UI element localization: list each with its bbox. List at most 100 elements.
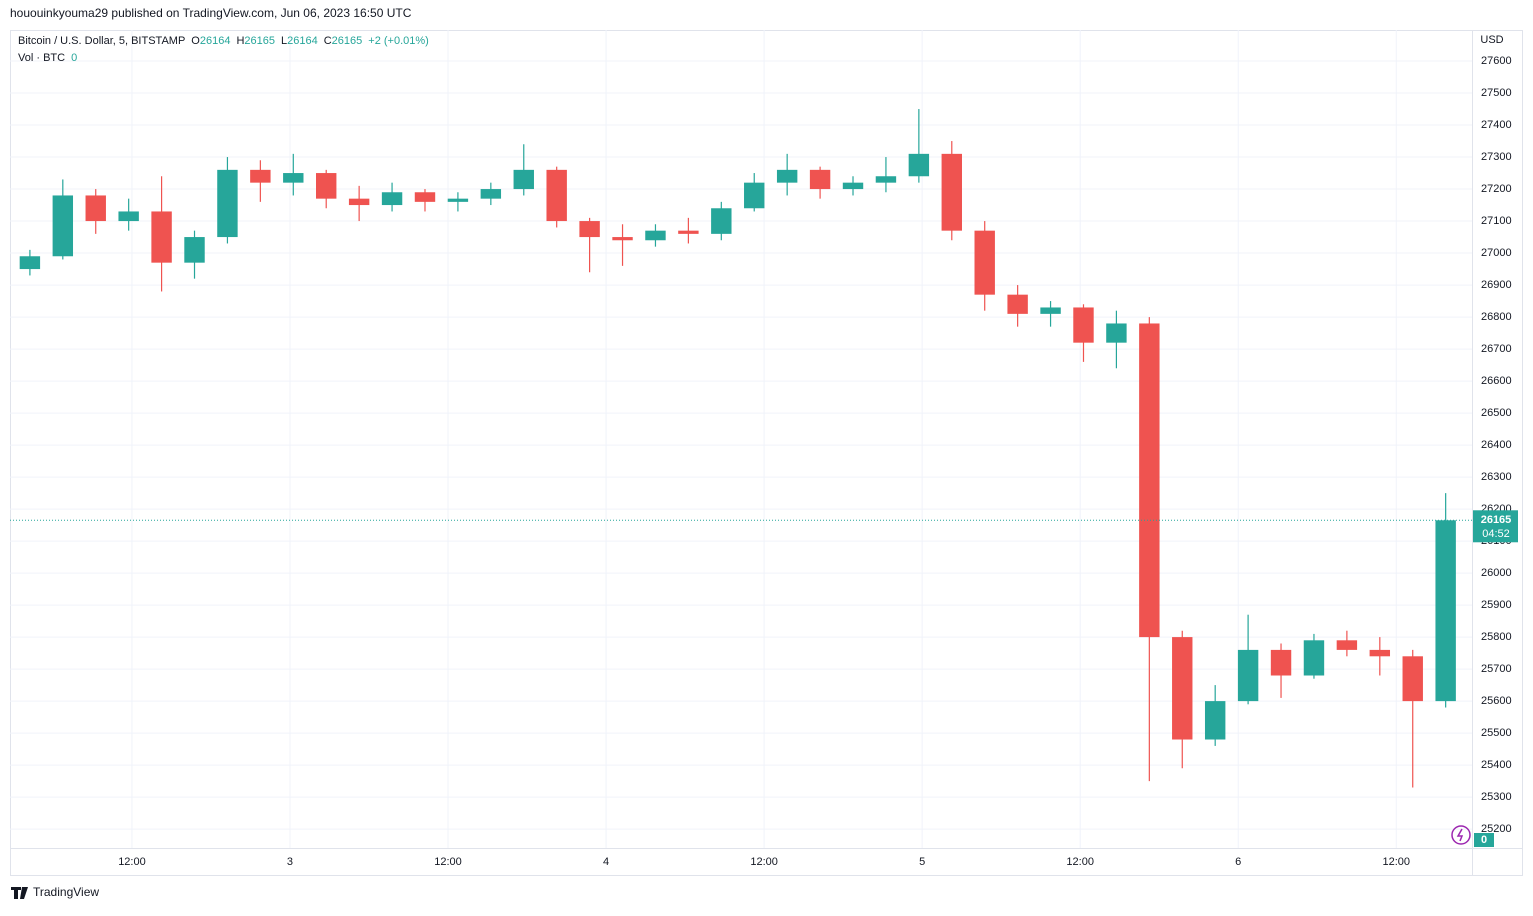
candle-body [809, 169, 831, 190]
alert-icon-bolt [1456, 828, 1464, 842]
candle-body [1369, 649, 1391, 657]
candle-body [1303, 640, 1325, 676]
candle-body [678, 230, 699, 234]
alert-icon[interactable] [1451, 825, 1471, 845]
y-tick-label: 25500 [1481, 727, 1512, 739]
candle-body [744, 182, 765, 209]
tv-logo [11, 887, 28, 899]
candle-body [381, 192, 403, 206]
candle-body [579, 221, 600, 238]
candle-body [1172, 637, 1193, 740]
y-tick-label: 27400 [1481, 119, 1512, 131]
candle-body [645, 230, 666, 241]
symbol: Bitcoin / U.S. Dollar, 5, BITSTAMP [18, 35, 185, 47]
candle-body [546, 169, 567, 222]
ohlc-label: L [281, 35, 287, 47]
candle-body [908, 153, 930, 177]
ohlc-value: 26164 [287, 35, 318, 47]
candle-body [283, 173, 304, 183]
candle-body [1237, 649, 1259, 702]
candle-body [842, 182, 864, 190]
footer: TradingView [33, 885, 99, 899]
grid [10, 30, 1472, 848]
x-tick-label: 3 [287, 856, 293, 868]
candle-body [711, 208, 732, 234]
y-tick-label: 25400 [1481, 759, 1512, 771]
candle-body [1270, 649, 1292, 676]
y-tick-label: 27600 [1481, 55, 1512, 67]
candle-body [974, 230, 995, 295]
candle-body [184, 237, 205, 263]
x-tick-label: 12:00 [750, 856, 778, 868]
candle-body [1204, 701, 1226, 740]
x-tick-label: 12:00 [118, 856, 146, 868]
y-tick-label: 27500 [1481, 87, 1512, 99]
candle-body [85, 195, 106, 222]
candle-body [875, 176, 897, 183]
volume-badge [1474, 833, 1494, 847]
y-tick-label: 25700 [1481, 663, 1512, 675]
x-tick-label: 12:00 [1066, 856, 1094, 868]
candle-body [217, 169, 238, 238]
y-tick-label: 27100 [1481, 215, 1512, 227]
y-tick-label: 26900 [1481, 279, 1512, 291]
x-tick-label: 12:00 [434, 856, 462, 868]
ohlc-value: 26165 [244, 35, 275, 47]
candle-body [1435, 520, 1456, 702]
candle-body [612, 237, 633, 241]
ohlc-value: 26165 [332, 35, 363, 47]
candle-body [1106, 323, 1127, 343]
ohlc-value: 26164 [200, 35, 231, 47]
volume-legend: Vol · BTC 0 [18, 52, 77, 64]
y-tick-label: 27000 [1481, 247, 1512, 259]
candle-body [52, 195, 74, 257]
publisher-line: hououinkyouma29 published on TradingView… [10, 6, 412, 20]
candle-body [941, 153, 962, 231]
x-tick-label: 6 [1235, 856, 1241, 868]
y-tick-label: 26700 [1481, 343, 1512, 355]
y-tick-label: 27300 [1481, 151, 1512, 163]
volume-label: Vol · BTC [18, 52, 65, 64]
y-tick-label: 25900 [1481, 599, 1512, 611]
candle-body [316, 173, 337, 199]
candle-body [1336, 640, 1358, 650]
x-tick-label: 5 [919, 856, 925, 868]
candle-body [447, 198, 469, 202]
candle-body [19, 256, 41, 270]
candles [19, 109, 1456, 788]
candle-body [1040, 307, 1061, 314]
candle-body [1402, 656, 1423, 702]
y-tick-label: 26400 [1481, 439, 1512, 451]
x-tick-label: 12:00 [1383, 856, 1411, 868]
candle-body [1007, 294, 1028, 314]
ohlc: O26164 H26165 L26164 C26165 [191, 35, 362, 47]
y-tick-label: 26800 [1481, 311, 1512, 323]
currency: USD [1480, 34, 1503, 46]
last-price-label: 26165 [1481, 514, 1512, 526]
last-price-badge [1473, 510, 1518, 543]
candle-body [151, 211, 172, 263]
ohlc-label: H [236, 35, 244, 47]
y-tick-label: 26600 [1481, 375, 1512, 387]
y-tick-label: 26300 [1481, 471, 1512, 483]
ohlc-label: C [324, 35, 332, 47]
candle-body [118, 211, 139, 222]
candle-body [776, 169, 798, 183]
candle-body [250, 169, 271, 183]
candle-body [480, 189, 502, 199]
y-tick-label: 26500 [1481, 407, 1512, 419]
ohlc-label: O [191, 35, 200, 47]
countdown-label: 04:52 [1482, 528, 1510, 540]
candle-body [348, 198, 370, 206]
y-tick-label: 25200 [1481, 823, 1512, 835]
candle-body [1139, 323, 1160, 638]
candle-body [414, 192, 436, 202]
y-tick-label: 27200 [1481, 183, 1512, 195]
change: +2 (+0.01%) [368, 35, 429, 47]
y-tick-label: 25800 [1481, 631, 1512, 643]
y-tick-label: 26000 [1481, 567, 1512, 579]
volume-value: 0 [71, 52, 77, 64]
chart-frame [10, 30, 1523, 876]
